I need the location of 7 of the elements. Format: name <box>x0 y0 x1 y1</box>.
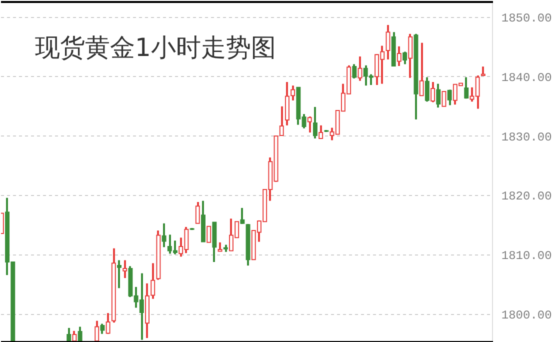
text: 现货黄金1小时走势图 <box>35 32 276 62</box>
y-tick-label: 1810.00 <box>501 249 552 264</box>
y-tick-label: 1850.00 <box>501 11 552 26</box>
y-tick-label: 1820.00 <box>501 190 552 204</box>
y-tick-label: 1830.00 <box>501 130 552 144</box>
y-tick-label: 1800.00 <box>501 308 552 322</box>
y-tick-label: 1840.00 <box>501 70 552 85</box>
